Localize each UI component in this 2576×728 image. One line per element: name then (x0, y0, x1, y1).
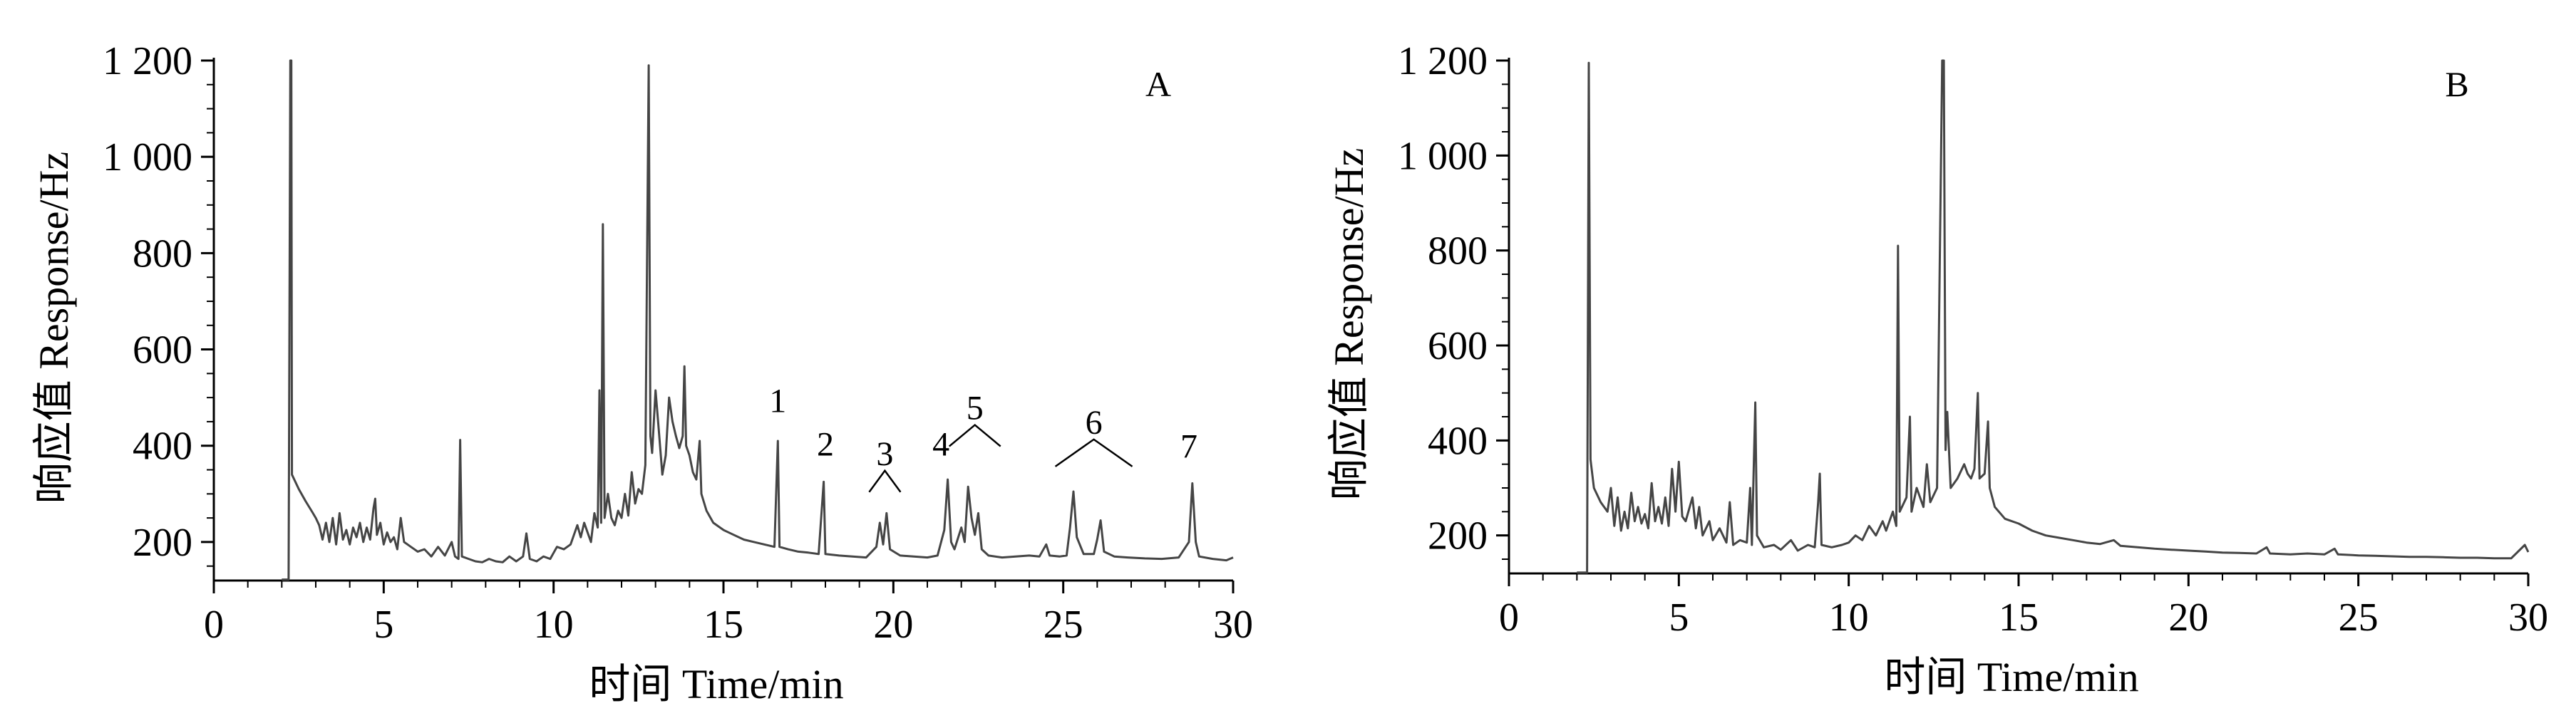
x-tick-label: 0 (1499, 596, 1519, 640)
y-tick-label: 1 000 (1398, 134, 1488, 178)
peak-label: 5 (967, 390, 984, 427)
x-axis-title: 时间 Time/min (589, 661, 843, 707)
x-tick-label: 15 (704, 603, 743, 647)
chart-b-svg: 0 5 10 15 20 25 30 200 400 600 800 1 000 1 200 时间 Tim… (1326, 39, 2548, 700)
chart-panel-b: 0 5 10 15 20 25 30 200 400 600 800 1 000 1 200 时间 Tim… (1288, 0, 2576, 728)
chromatogram-trace (1577, 59, 2530, 574)
peak-label: 1 (769, 382, 786, 420)
y-tick-label: 400 (1428, 419, 1488, 463)
peak-label: 6 (1086, 404, 1103, 442)
x-tick-label: 20 (873, 603, 913, 647)
panel-label: A (1145, 64, 1171, 104)
y-tick-label: 800 (1428, 229, 1488, 274)
y-tick-label: 800 (133, 232, 192, 276)
x-tick-label: 15 (1999, 596, 2039, 640)
peak-label: 3 (876, 435, 893, 473)
x-tick-label: 25 (2339, 596, 2379, 640)
y-tick-label: 1 000 (103, 135, 192, 180)
x-tick-label: 5 (373, 603, 393, 647)
peak-group-caret (948, 423, 1001, 447)
y-axis-title: 响应值 Response/Hz (31, 152, 77, 504)
peak-label: 4 (932, 425, 949, 463)
peak-label: 2 (817, 425, 834, 463)
y-tick-label: 1 200 (103, 39, 192, 83)
peak-label: 7 (1180, 428, 1197, 466)
x-tick-label: 0 (204, 603, 224, 647)
y-tick-label: 600 (133, 328, 192, 373)
panel-label: B (2445, 64, 2468, 104)
y-tick-label: 200 (1428, 514, 1488, 558)
x-tick-label: 10 (534, 603, 574, 647)
x-axis-title: 时间 Time/min (1884, 654, 2138, 700)
chromatogram-trace (282, 59, 1234, 581)
x-tick-label: 25 (1044, 603, 1083, 647)
x-tick-label: 30 (1213, 603, 1253, 647)
y-tick-label: 600 (1428, 324, 1488, 368)
x-tick-label: 10 (1829, 596, 1869, 640)
x-tick-label: 20 (2168, 596, 2208, 640)
y-tick-label: 200 (133, 521, 192, 565)
peak-group-caret (868, 469, 902, 493)
chart-panel-a: 0 5 10 15 20 25 30 200 400 600 800 1 000 1 200 时间 Tim… (31, 39, 1253, 707)
y-axis-title: 响应值 Response/Hz (1326, 148, 1372, 501)
y-tick-label: 400 (133, 425, 192, 469)
y-tick-label: 1 200 (1398, 39, 1488, 83)
peak-group-caret (1054, 438, 1133, 467)
x-tick-label: 5 (1669, 596, 1689, 640)
x-tick-label: 30 (2508, 596, 2548, 640)
